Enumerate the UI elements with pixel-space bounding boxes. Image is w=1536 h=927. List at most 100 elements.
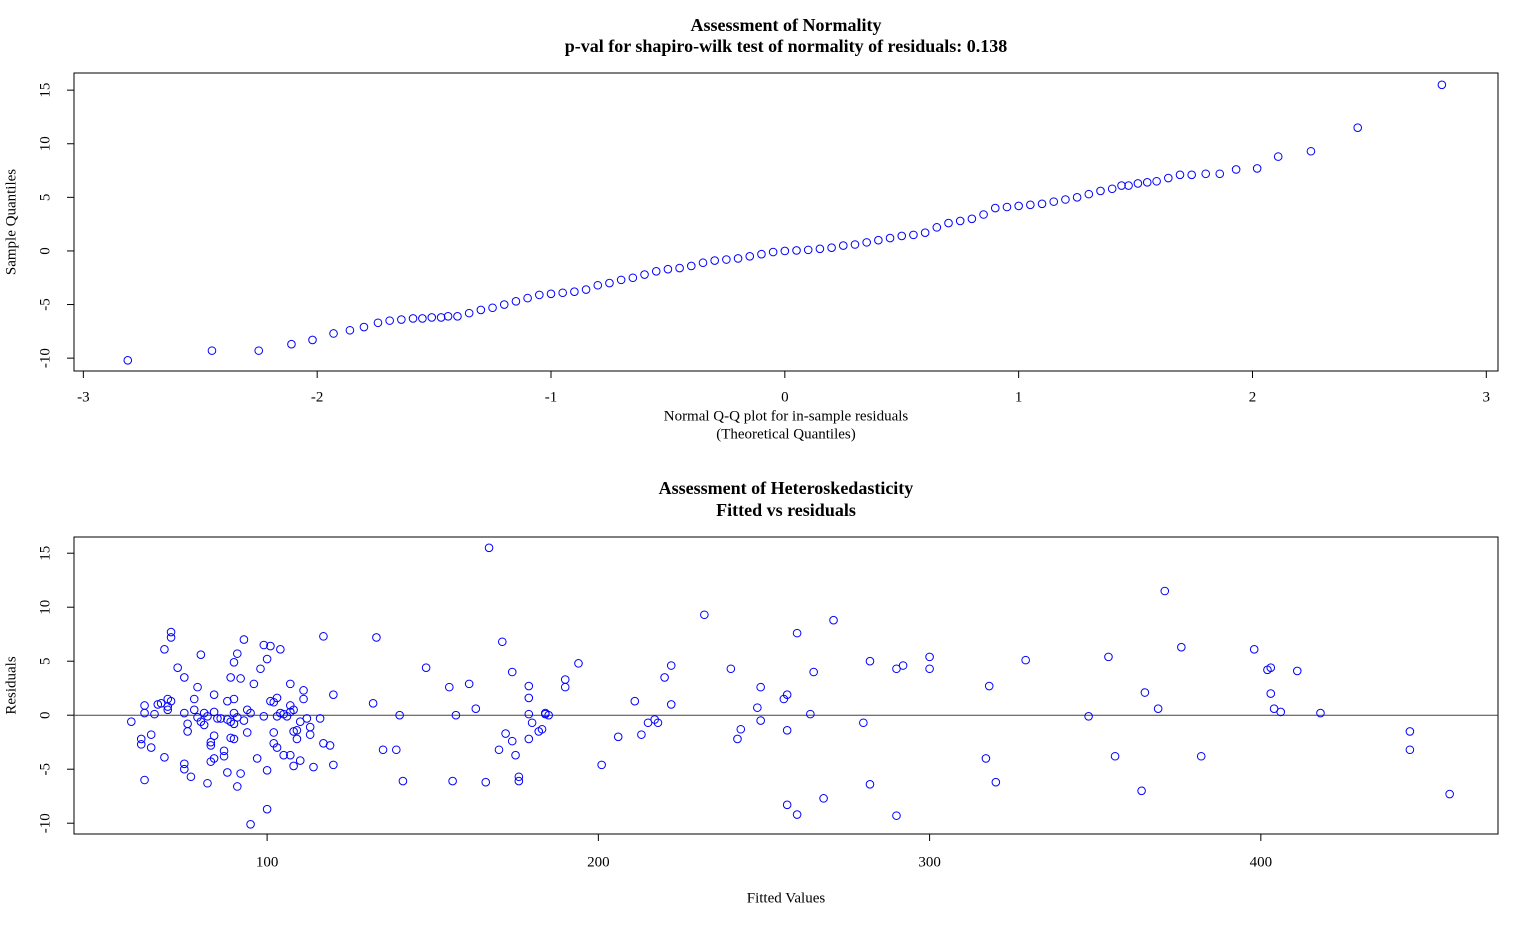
point <box>203 778 212 788</box>
point <box>722 255 731 264</box>
point <box>481 777 491 787</box>
point <box>1353 123 1363 132</box>
point <box>233 649 242 658</box>
point <box>397 315 406 324</box>
point <box>757 249 766 259</box>
y-tick-label: 15 <box>37 83 53 98</box>
point <box>819 794 828 803</box>
point <box>292 734 302 744</box>
point <box>272 743 282 752</box>
point <box>325 741 335 750</box>
point <box>628 273 638 283</box>
x-tick-label: -2 <box>311 389 324 405</box>
point <box>726 664 736 674</box>
point <box>1107 184 1117 194</box>
point <box>984 681 994 691</box>
point <box>782 690 792 699</box>
point <box>1153 704 1163 714</box>
x-tick-label: 0 <box>781 389 789 405</box>
point <box>1072 193 1082 202</box>
point <box>829 615 838 625</box>
point <box>444 682 454 692</box>
point <box>524 681 534 691</box>
point <box>368 699 378 708</box>
point <box>990 203 1000 213</box>
plot-frame <box>73 536 1499 835</box>
point <box>1104 652 1113 662</box>
point <box>359 322 369 332</box>
point <box>209 731 219 741</box>
point <box>295 756 305 765</box>
point <box>1002 202 1012 212</box>
point <box>262 804 272 814</box>
point <box>1037 199 1047 209</box>
point <box>180 759 189 769</box>
point <box>892 811 901 820</box>
point <box>511 297 521 306</box>
point <box>1292 666 1302 676</box>
point <box>329 329 338 338</box>
point <box>140 708 149 718</box>
point <box>537 724 547 734</box>
point <box>605 278 614 288</box>
point <box>1096 186 1105 196</box>
point <box>925 664 934 674</box>
point <box>666 661 676 670</box>
point <box>476 305 486 315</box>
y-axis-label: Sample Quantiles <box>3 169 19 275</box>
point <box>259 640 269 650</box>
y-tick-label: 10 <box>37 600 53 615</box>
point <box>782 800 792 810</box>
point <box>398 776 408 786</box>
point <box>289 761 298 771</box>
point <box>1084 189 1094 199</box>
point <box>524 693 534 703</box>
point <box>140 775 149 785</box>
point <box>898 661 908 670</box>
point <box>501 729 510 738</box>
point <box>1231 165 1241 174</box>
point <box>920 228 930 238</box>
point <box>180 708 189 718</box>
y-tick-label: 5 <box>37 657 53 665</box>
point <box>206 741 216 750</box>
point <box>189 705 199 715</box>
point <box>865 780 875 789</box>
point <box>223 768 232 777</box>
point <box>944 218 953 228</box>
point <box>1196 751 1206 761</box>
point <box>1110 751 1120 761</box>
point <box>219 751 229 761</box>
point <box>1266 663 1276 672</box>
point <box>289 705 298 715</box>
point <box>408 314 418 323</box>
point <box>309 762 318 772</box>
point <box>1175 170 1185 180</box>
point <box>1140 688 1150 697</box>
point <box>527 718 537 728</box>
point <box>651 267 661 276</box>
point <box>140 701 149 710</box>
point <box>560 682 570 692</box>
point <box>666 700 676 709</box>
point <box>885 233 895 243</box>
point <box>207 346 217 355</box>
point <box>780 246 790 256</box>
point <box>663 264 673 274</box>
y-tick-label: -5 <box>37 298 53 311</box>
point <box>229 657 239 667</box>
point <box>239 635 249 644</box>
point <box>373 318 383 328</box>
point <box>859 718 868 728</box>
y-tick-label: 0 <box>37 711 53 719</box>
point <box>451 710 461 720</box>
point <box>229 734 239 744</box>
point <box>733 254 743 263</box>
point <box>427 313 437 322</box>
point <box>302 714 312 723</box>
point <box>453 312 462 321</box>
point <box>236 769 245 778</box>
point <box>613 732 623 742</box>
point <box>1187 170 1196 180</box>
point <box>862 238 871 247</box>
